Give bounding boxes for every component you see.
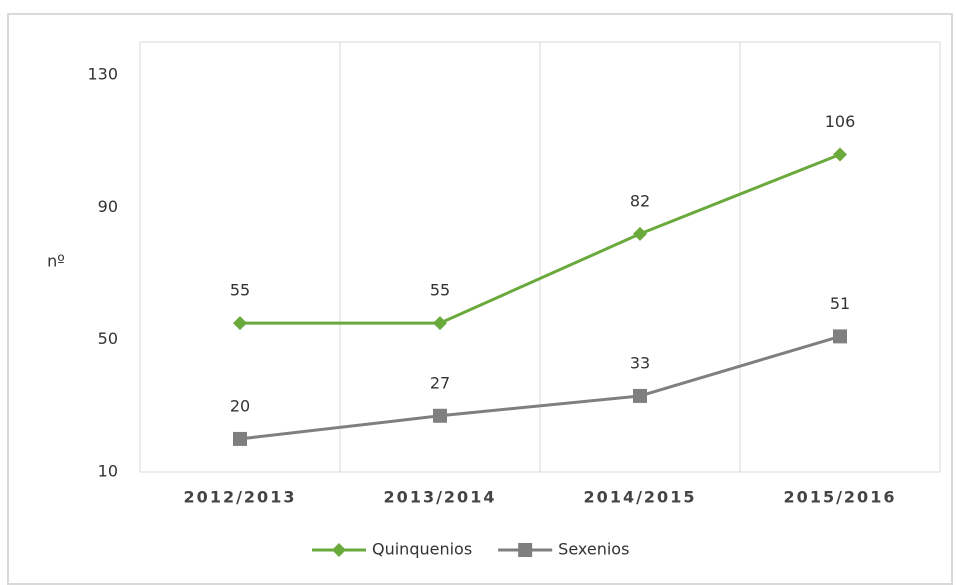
- marker: [233, 316, 247, 331]
- y-tick-label: 50: [98, 329, 118, 348]
- series-line: [240, 153, 841, 325]
- marker: [433, 408, 447, 423]
- marker: [633, 226, 647, 241]
- marker: [518, 543, 533, 557]
- y-tick-label: 90: [98, 197, 118, 216]
- data-label: 106: [825, 112, 856, 131]
- data-label: 33: [630, 353, 650, 372]
- data-label: 51: [830, 294, 850, 313]
- marker: [833, 147, 847, 162]
- marker: [332, 543, 346, 557]
- y-tick-label: 130: [87, 65, 118, 84]
- legend-label: Sexenios: [558, 540, 629, 559]
- x-tick-label: 2013/2014: [384, 488, 497, 507]
- marker: [233, 431, 247, 446]
- data-label: 55: [430, 281, 450, 300]
- marker: [833, 329, 847, 344]
- y-axis-label: nº: [47, 252, 65, 271]
- data-label: 82: [630, 191, 650, 210]
- data-label: 20: [230, 396, 250, 415]
- marker: [433, 316, 447, 331]
- x-tick-label: 2015/2016: [784, 488, 897, 507]
- chart-border: [7, 13, 953, 585]
- data-label: 55: [230, 281, 250, 300]
- data-label: 27: [430, 373, 450, 392]
- x-tick-label: 2012/2013: [184, 488, 297, 507]
- series-line: [239, 334, 841, 441]
- x-tick-label: 2014/2015: [584, 488, 697, 507]
- marker: [633, 388, 647, 403]
- y-tick-label: 10: [98, 462, 118, 481]
- legend-label: Quinquenios: [372, 540, 472, 559]
